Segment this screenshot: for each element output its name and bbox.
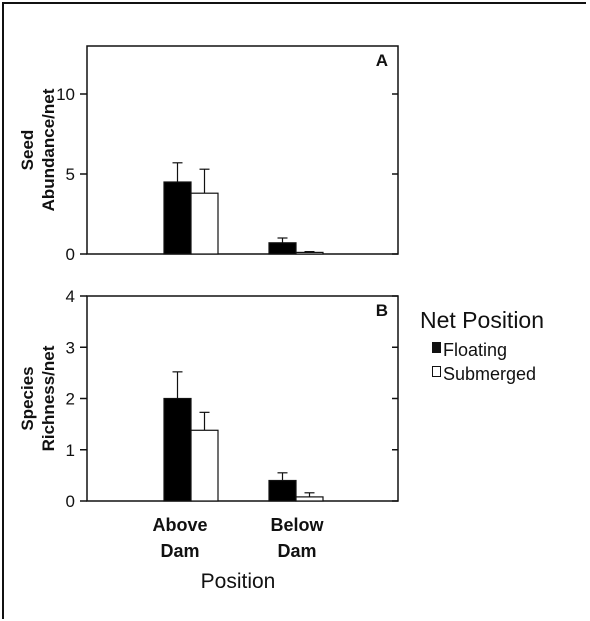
panel-a-y-axis-label-line1: Seed (18, 130, 37, 171)
panel-b-y-tick-label-4: 4 (66, 287, 75, 306)
category-label-above-line2: Dam (160, 541, 199, 561)
panel-b-y-tick-label-1: 1 (66, 441, 75, 460)
category-label-above-line1: Above (152, 515, 207, 535)
panel-b-y-tick-label-0: 0 (66, 492, 75, 511)
panel-b-y-tick-label-3: 3 (66, 338, 75, 357)
panel-a-axes-box (86, 45, 399, 255)
panel-a-y-tick-label-2: 10 (56, 85, 75, 104)
legend-marker-floating (432, 342, 441, 353)
panel-b-bar-submerged-below-dam (295, 496, 324, 502)
panel-b-y-axis-label-line2: Richness/net (39, 345, 58, 451)
category-label-below-line1: Below (270, 515, 324, 535)
legend: Net Position Floating Submerged (420, 307, 544, 384)
panel-a: 0 5 10 A Seed Abundance/net (18, 45, 399, 264)
panel-b: 0 1 2 3 4 B Species Richness/net (18, 287, 399, 511)
legend-title: Net Position (420, 307, 544, 333)
panel-a-y-axis-label-line2: Abundance/net (39, 88, 58, 211)
panel-a-letter: A (376, 51, 388, 70)
panel-b-y-tick-label-2: 2 (66, 390, 75, 409)
panel-a-y-tick-label-1: 5 (66, 165, 75, 184)
panel-b-bar-submerged-above-dam (190, 429, 219, 502)
panel-b-letter: B (376, 301, 388, 320)
panel-b-bar-floating-below-dam (268, 479, 297, 502)
panel-a-bar-submerged-below-dam (295, 251, 324, 255)
panel-a-y-tick-label-0: 0 (66, 245, 75, 264)
panel-a-bar-submerged-above-dam (190, 192, 219, 255)
panel-b-bar-floating-above-dam (163, 397, 192, 502)
legend-marker-submerged (432, 366, 441, 377)
panel-b-y-axis-label-line1: Species (18, 366, 37, 430)
legend-label-submerged: Submerged (443, 364, 536, 384)
panel-b-axes-box (86, 295, 399, 502)
panel-a-bar-floating-below-dam (268, 242, 297, 255)
category-label-below-line2: Dam (277, 541, 316, 561)
legend-label-floating: Floating (443, 340, 507, 360)
x-axis-title: Position (201, 570, 276, 593)
panel-a-bar-floating-above-dam (163, 181, 192, 255)
